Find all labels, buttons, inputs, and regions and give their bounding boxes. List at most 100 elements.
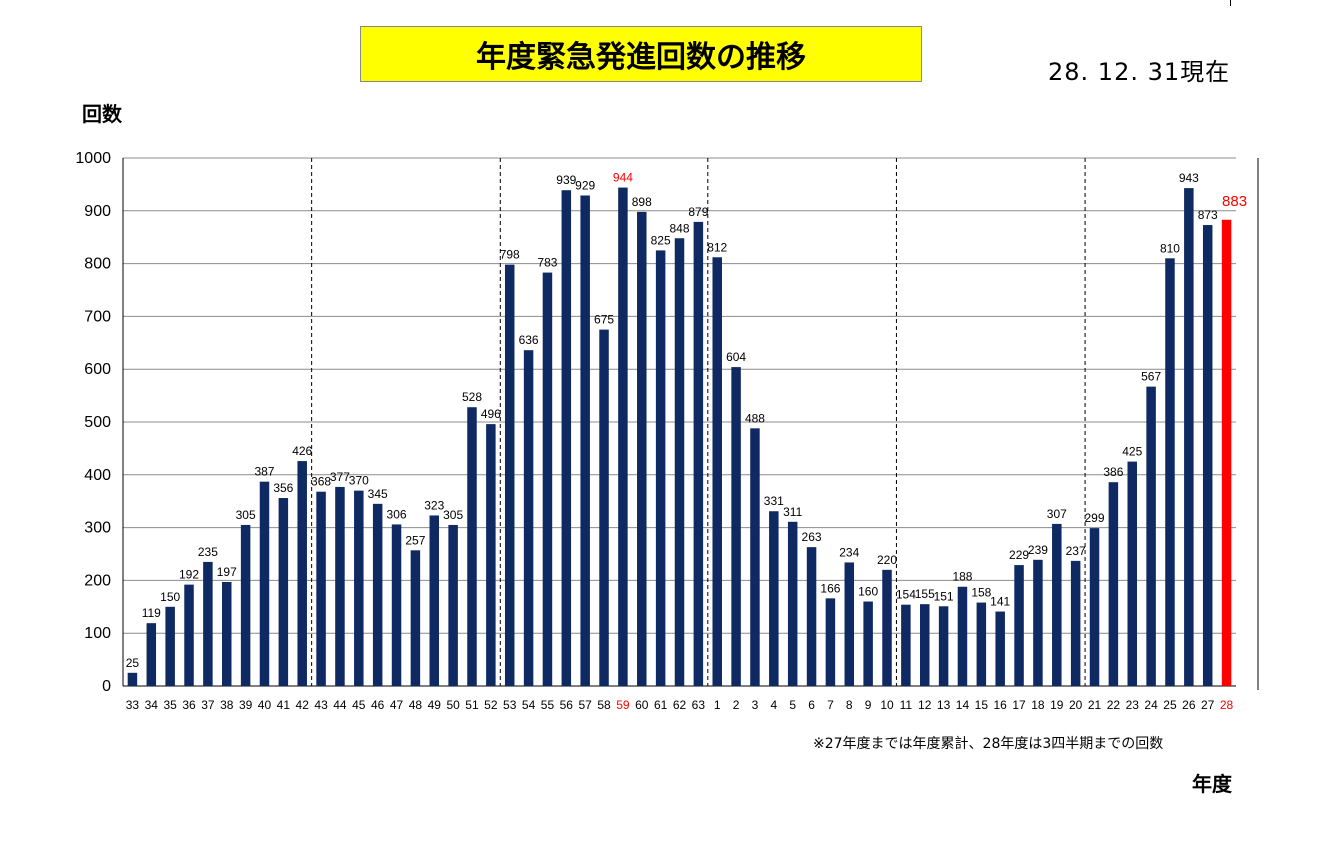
bar (372, 503, 383, 686)
bar (693, 221, 704, 686)
x-tick-label: 60 (635, 698, 649, 712)
x-tick-label: 58 (597, 698, 611, 712)
data-label: 188 (952, 570, 972, 584)
bar (750, 428, 760, 686)
x-tick-label: 43 (314, 698, 328, 712)
data-label: 229 (1009, 548, 1029, 562)
data-label: 306 (387, 507, 407, 521)
data-label: 305 (443, 508, 463, 522)
data-label: 220 (877, 553, 897, 567)
data-label: 151 (934, 589, 954, 603)
x-tick-label: 55 (541, 698, 555, 712)
x-tick-label: 18 (1031, 698, 1045, 712)
bar (1070, 560, 1081, 686)
bar (410, 550, 421, 686)
x-tick-label: 49 (428, 698, 442, 712)
x-tick-label: 46 (371, 698, 385, 712)
bar (335, 486, 345, 686)
data-label: 879 (688, 205, 708, 219)
bar (712, 257, 722, 686)
x-tick-label: 13 (937, 698, 951, 712)
x-tick-label: 36 (182, 698, 196, 712)
bar (1089, 528, 1100, 686)
data-label: 636 (519, 333, 539, 347)
x-tick-label: 23 (1126, 698, 1140, 712)
data-label: 370 (349, 474, 369, 488)
y-tick-label: 800 (84, 256, 111, 273)
bar (278, 498, 289, 686)
x-tick-label: 26 (1182, 698, 1196, 712)
bar (637, 211, 647, 686)
bar (863, 601, 873, 686)
y-tick-label: 200 (84, 572, 111, 589)
data-label: 166 (820, 581, 840, 595)
bar (674, 238, 685, 687)
data-label: 386 (1103, 465, 1123, 479)
data-label: 141 (990, 595, 1010, 609)
x-tick-label: 34 (145, 698, 159, 712)
x-tick-label: 56 (560, 698, 574, 712)
bar (222, 581, 232, 686)
y-tick-label: 1000 (75, 150, 111, 167)
x-tick-label: 33 (126, 698, 140, 712)
x-tick-label: 27 (1201, 698, 1215, 712)
x-tick-label: 28 (1220, 698, 1234, 712)
data-label: 939 (556, 173, 576, 187)
x-tick-label: 8 (846, 698, 853, 712)
data-label: 848 (669, 221, 689, 235)
x-tick-label: 4 (770, 698, 777, 712)
data-label: 158 (971, 586, 991, 600)
data-label: 155 (915, 587, 935, 601)
x-tick-label: 15 (975, 698, 989, 712)
x-tick-label: 40 (258, 698, 272, 712)
x-tick-label: 11 (900, 698, 913, 712)
x-tick-label: 22 (1107, 698, 1121, 712)
data-label: 883 (1222, 193, 1247, 210)
x-tick-label: 50 (446, 698, 460, 712)
data-label: 496 (481, 407, 501, 421)
x-tick-label: 44 (333, 698, 347, 712)
x-tick-label: 57 (578, 698, 592, 712)
data-label: 943 (1179, 171, 1199, 185)
bar (504, 264, 515, 686)
x-tick-label: 45 (352, 698, 366, 712)
y-tick-label: 100 (84, 625, 111, 642)
data-label: 356 (273, 481, 293, 495)
x-tick-label: 53 (503, 698, 517, 712)
bar (203, 561, 213, 686)
bar (1052, 523, 1062, 686)
bar (976, 602, 987, 686)
x-tick-label: 51 (465, 698, 479, 712)
data-label: 235 (198, 545, 218, 559)
data-label: 299 (1085, 511, 1105, 525)
bar (1127, 461, 1137, 686)
bar (429, 515, 440, 686)
bar (1014, 565, 1024, 686)
x-tick-label: 19 (1050, 698, 1064, 712)
bar (165, 606, 175, 686)
x-tick-label: 63 (692, 698, 706, 712)
bar (1146, 386, 1156, 686)
x-tick-label: 41 (277, 698, 291, 712)
data-label: 783 (537, 256, 557, 270)
y-axis-label: 回数 (82, 102, 122, 126)
data-label: 154 (896, 588, 916, 602)
bar (561, 190, 572, 686)
y-tick-label: 900 (84, 203, 111, 220)
bar (599, 329, 609, 686)
data-label: 25 (126, 656, 140, 670)
x-tick-label: 3 (752, 698, 759, 712)
bar (259, 481, 270, 686)
bar (240, 524, 251, 686)
x-tick-label: 20 (1069, 698, 1083, 712)
bar (731, 367, 741, 686)
x-tick-label: 9 (865, 698, 872, 712)
data-label: 604 (726, 350, 746, 364)
y-tick-label: 700 (84, 308, 111, 325)
data-label: 331 (764, 494, 784, 508)
x-tick-label: 24 (1144, 698, 1158, 712)
x-tick-label: 14 (956, 698, 970, 712)
bar (957, 586, 968, 686)
data-label: 528 (462, 390, 482, 404)
